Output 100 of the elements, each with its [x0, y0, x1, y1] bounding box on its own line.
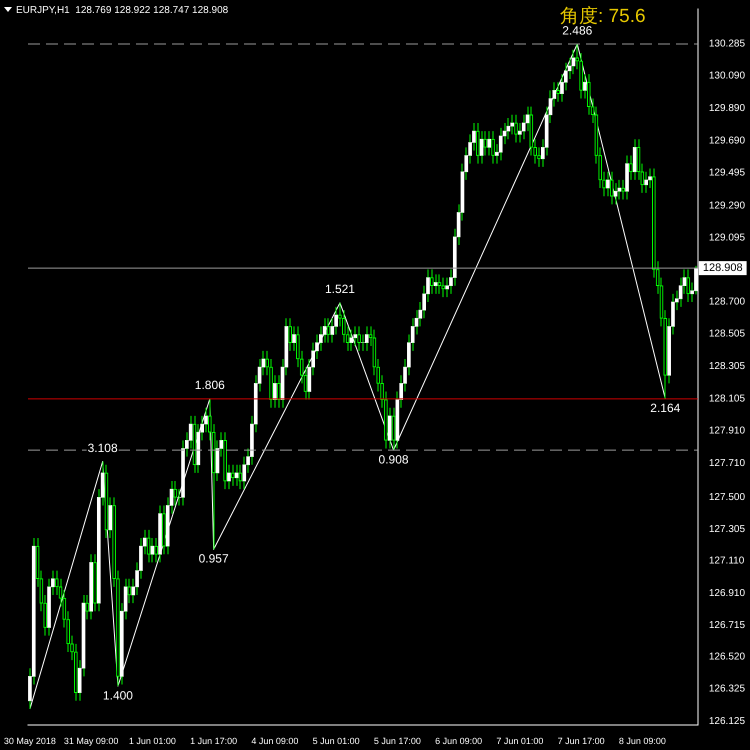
candlestick [350, 330, 354, 351]
candlestick [192, 416, 196, 473]
y-tick-label: 126.715 [708, 620, 746, 631]
x-tick-label: 4 Jun 09:00 [251, 736, 298, 746]
ref-line-label: 128.908 [702, 262, 743, 274]
candlestick [430, 269, 434, 294]
candlestick [104, 464, 108, 538]
candlestick [678, 278, 682, 307]
annotation: 0.957 [198, 552, 229, 566]
candlestick [150, 538, 154, 562]
annotation: 3.108 [88, 440, 118, 455]
candlestick [560, 74, 564, 102]
y-tick-label: 129.890 [708, 103, 746, 114]
y-tick-label: 126.520 [708, 652, 746, 663]
candlestick [162, 505, 166, 554]
candlestick [476, 122, 480, 164]
y-tick-label: 129.495 [708, 167, 746, 178]
x-tick-label: 5 Jun 01:00 [312, 736, 360, 746]
candlestick [342, 310, 346, 343]
y-tick-label: 127.710 [708, 458, 746, 469]
candlestick [575, 44, 580, 70]
candlestick [625, 155, 629, 200]
candlestick [594, 106, 598, 164]
candlestick [621, 180, 626, 200]
y-tick-label: 126.325 [708, 683, 746, 694]
y-tick-label: 130.090 [708, 70, 746, 82]
candlestick [537, 147, 541, 167]
candlestick [269, 358, 273, 408]
chart-title: EURJPY,H1 128.769 128.922 128.747 128.908 [16, 4, 229, 16]
candlestick [522, 114, 526, 140]
y-tick-label: 126.125 [708, 716, 746, 727]
candlestick [514, 114, 518, 142]
candlestick [610, 172, 614, 204]
annotation: 0.908 [378, 452, 409, 466]
candlestick [510, 114, 514, 134]
candlestick [480, 131, 484, 164]
x-tick-label: 31 May 09:00 [64, 736, 118, 746]
y-tick-label: 127.305 [708, 524, 746, 535]
candlestick [372, 330, 376, 376]
candlestick [357, 326, 361, 351]
candlestick [491, 131, 495, 164]
candlestick [89, 554, 93, 620]
annotation: 1.806 [194, 378, 226, 392]
y-tick-label: 128.700 [708, 296, 746, 308]
candlestick [392, 408, 396, 450]
candlestick [326, 318, 330, 343]
candlestick [686, 269, 690, 302]
candlestick [568, 58, 572, 79]
candlestick [146, 530, 150, 562]
y-tick-label: 129.095 [708, 232, 746, 244]
candlestick [614, 183, 618, 204]
candlestick [618, 180, 622, 200]
candlestick [223, 432, 227, 490]
candlestick [632, 139, 637, 180]
candlestick [181, 440, 185, 506]
y-tick-label: 128.305 [708, 361, 746, 372]
candlestick [238, 464, 242, 490]
candlestick [158, 505, 162, 562]
candlestick [606, 172, 610, 196]
x-tick-label: 1 Jun 01:00 [128, 736, 176, 746]
x-tick-label: 1 Jun 17:00 [190, 736, 238, 746]
candlestick [196, 424, 200, 473]
x-tick-label: 7 Jun 01:00 [496, 736, 544, 746]
x-tick-label: 30 May 2018 [4, 736, 56, 746]
candlestick [364, 326, 369, 351]
candlestick [265, 350, 270, 376]
candlestick [586, 74, 591, 115]
y-tick-label: 129.290 [708, 200, 746, 212]
candlestick [434, 274, 438, 294]
annotation: 2.164 [650, 401, 681, 416]
candlestick [330, 318, 334, 343]
candlestick [288, 318, 292, 351]
candlestick [556, 82, 560, 102]
candlestick [242, 456, 246, 490]
candlestick [234, 464, 238, 486]
y-tick-label: 128.505 [708, 328, 746, 340]
candlestick [128, 578, 132, 604]
candlestick [334, 306, 338, 335]
candlestick [498, 128, 503, 160]
y-tick-label: 127.500 [708, 492, 746, 504]
y-tick-label: 128.105 [708, 394, 746, 405]
annotation: 1.521 [324, 282, 356, 296]
y-tick-label: 127.110 [708, 556, 745, 567]
x-tick-label: 8 Jun 09:00 [618, 736, 666, 746]
candlestick [445, 278, 449, 298]
y-tick-label: 130.285 [708, 38, 746, 50]
candlestick [518, 122, 522, 142]
candlestick [441, 278, 446, 298]
candlestick [530, 106, 534, 156]
annotation: 1.400 [102, 688, 134, 702]
candlestick [487, 131, 492, 156]
candlestick [322, 318, 326, 343]
y-tick-label: 127.910 [708, 425, 746, 436]
y-tick-label: 126.910 [708, 588, 746, 600]
candlestick [438, 274, 442, 294]
x-tick-label: 5 Jun 17:00 [374, 736, 421, 746]
candlestick [353, 326, 358, 346]
y-tick-label: 129.690 [708, 136, 746, 147]
candlestick [644, 172, 648, 193]
candlestick [346, 326, 350, 351]
